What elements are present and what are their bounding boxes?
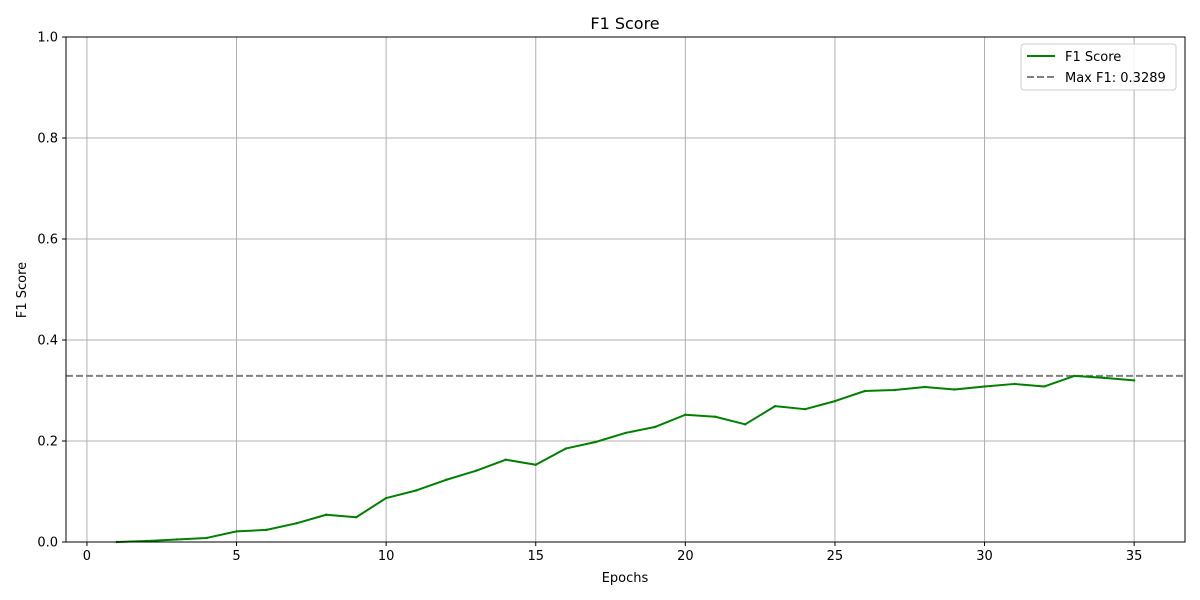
y-axis-label: F1 Score — [15, 262, 30, 318]
f1-data-point — [235, 530, 238, 533]
series-group — [115, 374, 1136, 544]
f1-data-point — [1103, 376, 1106, 380]
f1-data-point — [893, 388, 896, 392]
x-tick-label: 15 — [527, 549, 544, 564]
f1-data-point — [743, 423, 747, 426]
f1-data-point — [654, 425, 657, 429]
f1-data-point — [953, 388, 956, 391]
f1-data-point — [414, 489, 418, 492]
f1-data-point — [1043, 385, 1046, 388]
x-tick-label: 20 — [677, 549, 694, 564]
y-tick-label: 0.4 — [37, 334, 58, 349]
chart-title: F1 Score — [590, 14, 659, 33]
f1-data-point — [684, 413, 687, 416]
x-tick-label: 10 — [378, 549, 395, 564]
f1-data-point — [564, 447, 567, 450]
x-tick-label: 35 — [1126, 549, 1143, 564]
f1-data-point — [863, 389, 867, 393]
f1-data-point — [474, 469, 478, 472]
y-tick-label: 0.2 — [37, 435, 58, 450]
f1-data-point — [1073, 374, 1076, 378]
y-tick-label: 0.0 — [37, 536, 58, 551]
f1-data-point — [504, 458, 508, 461]
legend-label-f1-score: F1 Score — [1065, 50, 1121, 65]
f1-data-point — [205, 536, 208, 540]
f1-data-point — [355, 516, 358, 519]
f1-data-point — [295, 522, 298, 525]
x-tick-label: 5 — [232, 549, 240, 564]
y-tick-label: 0.8 — [37, 132, 58, 147]
y-axis-ticks: 0.0 0.2 0.4 0.6 0.8 1.0 — [37, 31, 66, 551]
legend-box — [1020, 43, 1177, 91]
f1-data-point — [534, 463, 537, 466]
f1-data-point — [803, 407, 807, 411]
f1-data-point — [833, 399, 837, 403]
f1-data-point — [325, 513, 328, 516]
y-tick-label: 1.0 — [37, 31, 58, 46]
f1-data-point — [444, 478, 448, 482]
f1-data-point — [923, 385, 926, 389]
x-axis-ticks: 0 5 10 15 20 25 30 35 — [83, 542, 1143, 564]
f1-data-point — [384, 496, 388, 500]
f1-data-point — [624, 431, 627, 435]
legend: F1 Score Max F1: 0.3289 — [1020, 43, 1177, 91]
f1-data-point — [1013, 382, 1016, 386]
legend-label-max-f1: Max F1: 0.3289 — [1065, 71, 1166, 86]
f1-data-point — [594, 440, 597, 444]
x-tick-label: 0 — [83, 549, 91, 564]
f1-data-point — [983, 385, 986, 388]
f1-data-point — [773, 404, 777, 408]
x-tick-label: 25 — [827, 549, 844, 564]
y-tick-label: 0.6 — [37, 233, 58, 248]
f1-data-point — [714, 415, 717, 418]
plot-frame — [65, 36, 1186, 543]
f1-data-point — [265, 528, 268, 532]
f1-data-point — [175, 538, 178, 541]
x-axis-label: Epochs — [602, 571, 649, 586]
x-tick-label: 30 — [976, 549, 993, 564]
f1-data-point — [1132, 379, 1136, 382]
